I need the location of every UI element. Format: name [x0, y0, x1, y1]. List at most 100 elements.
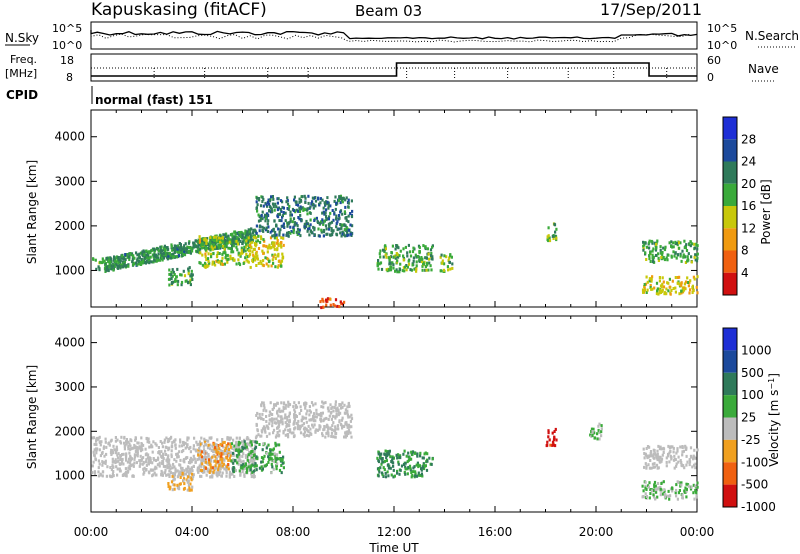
echo-cell [211, 262, 214, 266]
echo-cell [690, 455, 693, 459]
echo-cell [304, 208, 307, 212]
echo-cell [322, 405, 325, 409]
echo-cell [298, 197, 301, 201]
echo-cell [290, 213, 293, 217]
echo-cell [380, 462, 383, 466]
echo-cell [301, 195, 304, 199]
echo-cell [184, 441, 187, 445]
echo-cell [251, 460, 254, 464]
echo-cell [321, 432, 324, 436]
echo-cell [336, 228, 339, 232]
echo-cell [257, 234, 260, 238]
echo-cell [127, 264, 130, 268]
echo-cell [668, 446, 671, 450]
echo-cell [252, 454, 255, 457]
echo-cell [321, 198, 324, 202]
echo-cell [349, 419, 352, 423]
echo-cell [420, 468, 423, 472]
echo-cell [410, 450, 413, 454]
echo-cell [170, 445, 173, 449]
echo-cell [271, 452, 275, 456]
echo-cell [269, 246, 272, 250]
echo-cell [291, 220, 294, 224]
echo-cell [300, 409, 303, 412]
echo-cell [320, 220, 323, 224]
echo-cell [314, 419, 317, 423]
panel-frame [90, 109, 698, 308]
echo-cell [653, 462, 656, 466]
echo-cell [411, 450, 415, 454]
echo-cell [655, 292, 658, 296]
echo-cell [284, 433, 287, 437]
echo-cell [244, 234, 247, 238]
echo-cell [113, 255, 116, 259]
echo-cell [104, 459, 107, 463]
echo-cell [124, 467, 127, 471]
echo-cell [241, 440, 244, 444]
echo-cell [255, 423, 258, 427]
echo-cell [111, 475, 114, 479]
echo-cell [665, 287, 668, 291]
echo-cell [330, 407, 333, 411]
echo-cell [383, 468, 386, 472]
echo-cell [330, 431, 334, 435]
echo-cell [303, 194, 306, 198]
echo-cell [649, 454, 652, 458]
echo-cell [308, 405, 311, 409]
echo-cell [281, 417, 284, 421]
echo-cell [119, 263, 122, 267]
echo-cell [296, 423, 299, 427]
echo-cell [424, 268, 427, 272]
echo-cell [242, 250, 245, 253]
echo-cell [312, 206, 315, 210]
echo-cell [671, 279, 674, 283]
echo-cell [419, 257, 422, 261]
echo-cell [657, 252, 660, 256]
echo-cell [228, 450, 231, 454]
echo-cell [262, 238, 265, 242]
echo-cell [680, 281, 683, 285]
echo-cell [249, 454, 252, 458]
echo-cell [266, 246, 269, 250]
echo-cell [683, 239, 686, 243]
echo-cell [255, 464, 258, 468]
echo-cell [381, 473, 384, 477]
echo-cell [219, 455, 222, 459]
echo-cell [694, 258, 697, 262]
echo-cell [403, 269, 406, 273]
echo-cell [397, 453, 400, 457]
echo-cell [325, 423, 329, 427]
echo-cell [552, 237, 555, 240]
echo-cell [276, 419, 279, 423]
echo-cell [659, 284, 663, 288]
echo-cell [448, 260, 451, 264]
colorbar-swatch [723, 250, 737, 273]
echo-cell [221, 461, 224, 464]
echo-cell [247, 236, 250, 240]
echo-cell [247, 249, 250, 253]
echo-cell [243, 440, 246, 444]
echo-cell [284, 413, 287, 417]
echo-cell [336, 424, 339, 428]
echo-cell [172, 439, 175, 443]
echo-cell [189, 283, 192, 287]
echo-cell [120, 435, 123, 439]
echo-cell [680, 283, 683, 287]
echo-cell [306, 212, 309, 216]
echo-cell [190, 269, 193, 273]
echo-cell [645, 291, 648, 294]
echo-cell [236, 248, 239, 252]
echo-cell [208, 447, 212, 451]
echo-cell [661, 492, 664, 496]
echo-cell [674, 286, 677, 290]
echo-cell [181, 450, 184, 454]
echo-cell [414, 472, 417, 476]
echo-cell [266, 444, 269, 448]
echo-cell [218, 463, 221, 467]
echo-cell [170, 243, 173, 247]
echo-cell [278, 443, 281, 447]
echo-cell [198, 455, 201, 459]
echo-cell [418, 464, 421, 468]
echo-cell [334, 425, 337, 429]
